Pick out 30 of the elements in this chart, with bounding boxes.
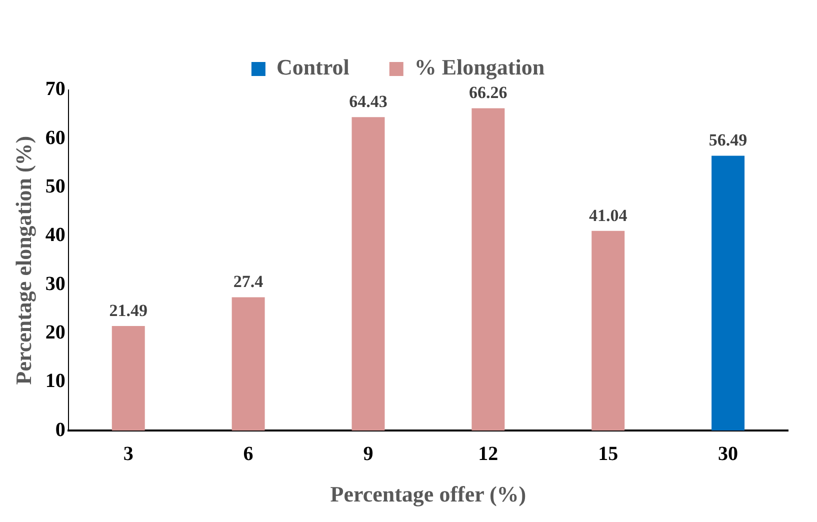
y-tick-label: 20 — [45, 321, 66, 344]
y-axis-title: Percentage elongation (%) — [10, 136, 36, 385]
y-tick-label: 70 — [45, 78, 66, 100]
bar — [472, 108, 505, 431]
data-label: 56.49 — [708, 130, 748, 150]
y-tick-label: 60 — [45, 126, 66, 149]
y-tick-label: 10 — [45, 370, 66, 392]
y-tick-label: 30 — [45, 272, 66, 295]
data-label: 41.04 — [588, 206, 628, 225]
bar — [232, 297, 265, 431]
bar — [712, 156, 745, 431]
y-tick-label: 40 — [45, 224, 66, 246]
bar — [592, 230, 625, 431]
x-tick-label: 30 — [718, 442, 738, 465]
legend-label: Control — [276, 54, 350, 80]
x-tick-label: 3 — [123, 442, 134, 465]
data-label: 64.43 — [349, 92, 388, 111]
bar — [112, 326, 145, 431]
x-tick-label: 15 — [598, 442, 618, 465]
bar — [352, 117, 385, 431]
data-label: 21.49 — [109, 300, 148, 320]
legend-label: % Elongation — [414, 54, 545, 80]
x-tick-label: 9 — [363, 442, 374, 465]
x-tick-label: 6 — [243, 442, 254, 465]
data-label: 27.4 — [233, 272, 264, 292]
x-tick-label: 12 — [478, 442, 498, 465]
data-label: 66.26 — [469, 83, 508, 102]
x-axis-title: Percentage offer (%) — [330, 481, 526, 506]
y-tick-label: 50 — [45, 175, 66, 198]
y-tick-label: 0 — [55, 418, 66, 441]
